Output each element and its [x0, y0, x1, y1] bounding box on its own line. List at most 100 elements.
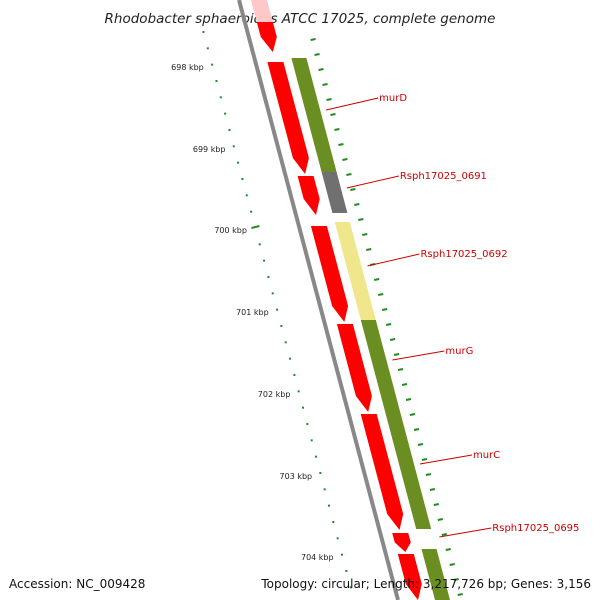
- guide-tick: [441, 533, 447, 536]
- guide-tick: [385, 323, 392, 326]
- cds-track: [251, 0, 422, 600]
- accession-text: Accession: NC_009428: [9, 577, 146, 591]
- guide-tick: [381, 308, 388, 311]
- minor-tick: [280, 325, 283, 327]
- minor-tick: [293, 374, 296, 376]
- gene-leader-line: [439, 527, 492, 538]
- minor-tick: [232, 145, 235, 148]
- minor-tick: [302, 406, 305, 409]
- guide-tick: [318, 68, 324, 71]
- guide-tick: [334, 128, 340, 131]
- guide-tick: [405, 398, 412, 401]
- guide-tick: [362, 233, 368, 236]
- kbp-label: 704 kbp: [301, 553, 334, 562]
- gene-label-murc: murC: [473, 450, 500, 461]
- gene-leader-line: [367, 253, 420, 267]
- minor-tick: [228, 129, 231, 131]
- major-tick: [251, 225, 260, 229]
- minor-tick: [241, 178, 244, 180]
- gene-leader-line: [346, 175, 399, 189]
- tick-ring: 698 kbp 699 kbp 700 kbp 701 kbp 702 kbp 703 k…: [171, 31, 352, 589]
- guide-tick: [354, 203, 360, 206]
- minor-tick: [267, 276, 270, 278]
- minor-tick: [289, 357, 292, 360]
- guide-tick: [401, 383, 408, 386]
- guide-tick: [350, 188, 356, 191]
- guide-tick: [342, 158, 348, 161]
- minor-tick: [211, 63, 214, 66]
- minor-tick: [336, 537, 339, 540]
- minor-tick: [250, 210, 253, 213]
- guide-tick: [374, 278, 380, 281]
- kbp-label: 699 kbp: [193, 145, 226, 154]
- minor-tick: [202, 31, 205, 33]
- minor-tick: [224, 112, 227, 115]
- guide-tick: [445, 548, 451, 551]
- minor-tick: [349, 586, 352, 589]
- cds-arrow: [360, 414, 404, 530]
- kbp-label: 702 kbp: [258, 390, 291, 399]
- minor-tick: [340, 553, 343, 556]
- minor-tick: [245, 194, 248, 197]
- gene-label-murg: murG: [445, 346, 473, 357]
- kbp-label: 698 kbp: [171, 63, 204, 72]
- guide-tick: [314, 53, 320, 56]
- cog-feature: [334, 222, 376, 320]
- guide-tick: [330, 113, 336, 116]
- cds-arrow: [297, 176, 320, 215]
- guide-tick: [389, 338, 396, 341]
- minor-tick: [258, 243, 261, 246]
- guide-tick: [338, 143, 344, 146]
- guide-tick: [425, 473, 432, 476]
- guide-tick: [366, 248, 372, 251]
- minor-tick: [219, 96, 222, 99]
- guide-tick: [393, 353, 400, 356]
- minor-tick: [297, 390, 300, 393]
- guide-tick: [397, 368, 404, 371]
- minor-tick: [345, 570, 348, 572]
- gene-leader-line: [326, 97, 379, 111]
- minor-tick: [276, 308, 279, 311]
- minor-tick: [332, 521, 335, 523]
- minor-tick: [315, 455, 318, 458]
- minor-tick: [263, 259, 266, 262]
- cds-arrow: [267, 62, 309, 174]
- guide-tick: [437, 518, 443, 521]
- gene-label-rsph17025-0695: Rsph17025_0695: [492, 523, 579, 534]
- cog-feature: [321, 172, 348, 213]
- cog-track: [291, 38, 463, 600]
- guide-tick: [358, 218, 364, 221]
- guide-tick: [457, 593, 463, 596]
- genome-summary: Topology: circular; Length: 3,217,726 bp…: [261, 577, 591, 591]
- guide-tick: [409, 413, 416, 416]
- guide-tick: [429, 488, 436, 491]
- gene-label-murd: murD: [379, 93, 407, 104]
- guide-tick: [453, 578, 459, 581]
- guide-tick: [417, 443, 424, 446]
- cds-arrow: [397, 554, 422, 600]
- minor-tick: [271, 292, 274, 295]
- map-title: Rhodobacter sphaeroides ATCC 17025, comp…: [105, 11, 496, 27]
- minor-tick: [306, 423, 309, 425]
- guide-tick: [322, 83, 328, 86]
- minor-tick: [310, 439, 313, 442]
- guide-tick: [421, 458, 428, 461]
- kbp-label: 700 kbp: [214, 226, 247, 235]
- minor-tick: [323, 488, 326, 491]
- cds-arrow: [336, 324, 372, 412]
- guide-tick: [413, 428, 420, 431]
- cog-feature: [360, 320, 432, 529]
- backbone-line: [237, 0, 400, 600]
- minor-tick: [215, 80, 218, 82]
- guide-tick: [377, 293, 384, 296]
- guide-tick: [346, 173, 352, 176]
- gene-labels: murD Rsph17025_0691 Rsph17025_0692 murG murC…: [326, 93, 579, 538]
- gene-leader-line: [392, 350, 445, 361]
- kbp-label: 701 kbp: [236, 308, 269, 317]
- cds-arrow: [256, 22, 277, 52]
- gene-label-rsph17025-0691: Rsph17025_0691: [400, 171, 487, 182]
- kbp-label: 703 kbp: [280, 472, 313, 481]
- gene-label-rsph17025-0692: Rsph17025_0692: [420, 249, 507, 260]
- minor-tick: [206, 47, 209, 50]
- minor-tick: [284, 341, 287, 344]
